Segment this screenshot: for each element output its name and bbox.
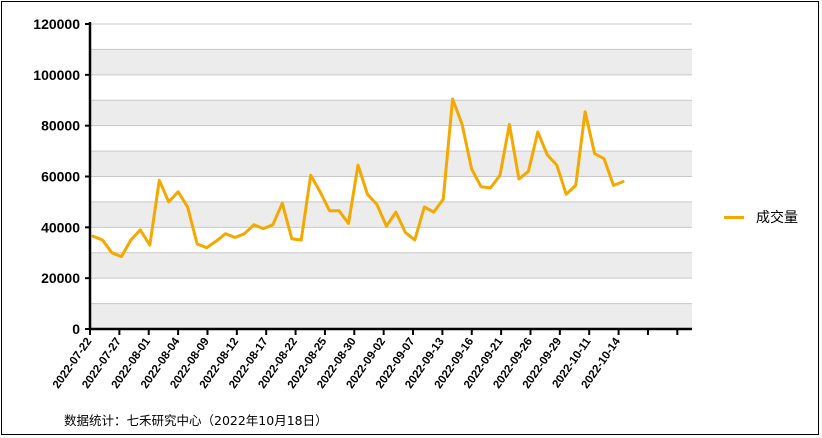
y-tick-label: 40000 [41, 219, 80, 235]
plot-band [90, 303, 692, 329]
y-tick-label: 20000 [41, 270, 80, 286]
plot-band [90, 176, 692, 202]
plot-band [90, 252, 692, 279]
plot-band [90, 278, 692, 304]
plot-band [90, 151, 692, 177]
y-tick-label: 60000 [41, 169, 80, 185]
legend-label: 成交量 [756, 210, 798, 226]
plot-band [90, 201, 692, 228]
y-tick-label: 100000 [33, 67, 80, 83]
plot-band [90, 100, 692, 126]
plot-band [90, 49, 692, 75]
y-tick-label: 120000 [33, 16, 80, 32]
plot-band [90, 74, 692, 101]
legend: 成交量 [724, 207, 798, 227]
legend-swatch [724, 215, 744, 219]
plot-band [90, 24, 692, 50]
plot-band [90, 125, 692, 152]
source-note: 数据统计：七禾研究中心（2022年10月18日） [64, 413, 328, 428]
y-tick-label: 0 [72, 321, 80, 337]
plot-band [90, 227, 692, 253]
y-tick-label: 80000 [41, 118, 80, 134]
series-line [91, 97, 625, 259]
